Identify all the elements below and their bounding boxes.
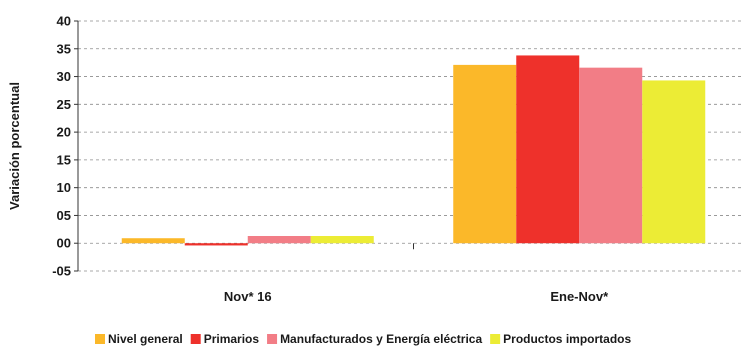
bar-nivel-general-1 xyxy=(453,64,517,244)
y-tick-label: 25 xyxy=(57,97,71,112)
y-tick-label: 00 xyxy=(57,236,71,251)
legend-swatch xyxy=(267,334,278,344)
y-tick-label: 05 xyxy=(57,208,71,223)
y-tick-label: 40 xyxy=(57,14,71,29)
y-tick-label: 20 xyxy=(57,125,71,140)
legend-swatch xyxy=(190,334,201,344)
bar-productos-importados-0 xyxy=(310,236,374,244)
bars xyxy=(121,55,706,246)
legend-swatch xyxy=(490,334,501,344)
y-tick-label: 30 xyxy=(57,69,71,84)
bar-primarios-1 xyxy=(516,55,580,244)
y-tick-label: 15 xyxy=(57,152,71,167)
labels: -05 00 05 10 15 20 25 30 35 40 Nov* 16 Ene-Nov* xyxy=(52,14,609,305)
y-tick-label: 35 xyxy=(57,41,71,56)
legend-label: Primarios xyxy=(204,332,260,346)
legend-label: Nivel general xyxy=(108,332,183,346)
bar-nivel-general-0 xyxy=(121,238,185,244)
legend-label: Productos importados xyxy=(503,332,631,346)
legend: Nivel general Primarios Manufacturados y E… xyxy=(95,332,631,346)
legend-swatch xyxy=(95,334,105,344)
bar-primarios-0 xyxy=(184,243,248,246)
legend-label: Manufacturados y Energía eléctrica xyxy=(280,332,482,346)
y-tick-label: -05 xyxy=(52,264,71,279)
bar-manufacturados-y-energ-a-el-ctrica-1 xyxy=(579,67,643,244)
y-tick-label: 10 xyxy=(57,180,71,195)
x-category-label: Ene-Nov* xyxy=(550,289,609,304)
y-axis-title: Variación porcentual xyxy=(7,82,22,210)
bar-productos-importados-1 xyxy=(642,80,706,244)
axes xyxy=(74,20,414,272)
x-category-label: Nov* 16 xyxy=(224,289,272,304)
bar-manufacturados-y-energ-a-el-ctrica-0 xyxy=(247,236,311,244)
